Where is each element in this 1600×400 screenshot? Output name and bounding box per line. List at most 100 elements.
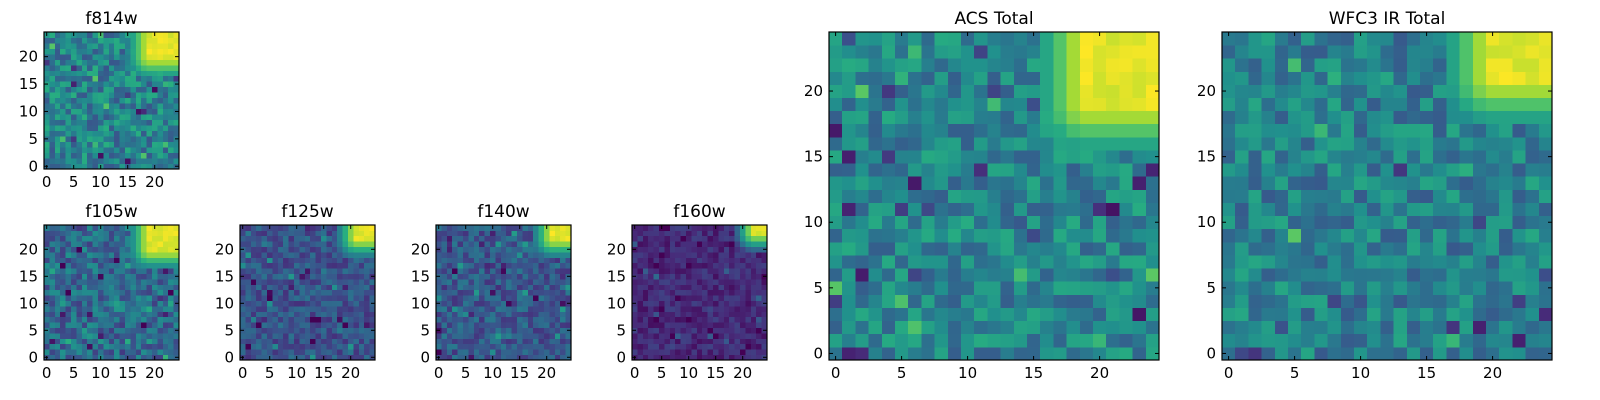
heatmap-cell — [500, 295, 507, 301]
heatmap-cell — [157, 75, 164, 82]
heatmap-cell — [750, 268, 757, 274]
heatmap-cell — [468, 225, 475, 231]
heatmap-cell — [1066, 110, 1081, 125]
heatmap-cell — [1000, 281, 1015, 295]
heatmap-cell — [473, 273, 480, 280]
heatmap-cell — [881, 32, 896, 46]
heatmap-cell — [81, 141, 88, 148]
heatmap-cell — [108, 333, 115, 339]
heatmap-cell — [1354, 215, 1368, 230]
heatmap-cell — [1248, 97, 1262, 112]
heatmap-cell — [92, 333, 99, 339]
heatmap-cell — [310, 322, 316, 328]
heatmap-cell — [130, 130, 137, 137]
heatmap-cell — [713, 333, 719, 339]
heatmap-cell — [326, 252, 333, 258]
heatmap-cell — [565, 284, 572, 291]
heatmap-cell — [326, 311, 333, 318]
heatmap-cell — [1538, 123, 1553, 138]
heatmap-cell — [60, 349, 66, 355]
heatmap-cell — [527, 333, 534, 339]
heatmap-cell — [1079, 123, 1094, 138]
heatmap-cell — [637, 225, 644, 231]
heatmap-cell — [463, 311, 469, 318]
heatmap-cell — [468, 343, 475, 350]
heatmap-cell — [326, 279, 333, 285]
heatmap-cell — [98, 48, 104, 55]
heatmap-cell — [114, 235, 120, 242]
heatmap-cell — [81, 53, 88, 60]
heatmap-cell — [331, 338, 338, 345]
heatmap-cell — [1145, 150, 1160, 164]
heatmap-cell — [750, 316, 757, 323]
heatmap-cell — [272, 279, 279, 285]
heatmap-cell — [60, 300, 66, 307]
heatmap-cell — [506, 354, 512, 361]
heatmap-cell — [1248, 346, 1262, 361]
heatmap-cell — [283, 306, 289, 312]
heatmap-cell — [168, 349, 174, 355]
heatmap-cell — [310, 300, 316, 307]
heatmap-cell — [680, 349, 687, 355]
heatmap-cell — [713, 300, 719, 307]
heatmap-cell — [337, 333, 343, 339]
heatmap-cell — [947, 320, 962, 335]
heatmap-cell — [54, 152, 61, 159]
heatmap-cell — [162, 75, 169, 82]
heatmap-cell — [103, 75, 110, 82]
heatmap-cell — [135, 279, 142, 285]
heatmap-cell — [680, 322, 687, 328]
heatmap-cell — [637, 284, 644, 291]
heatmap-cell — [168, 252, 174, 258]
heatmap-cell — [277, 349, 284, 355]
heatmap-cell — [1327, 84, 1342, 98]
heatmap-cell — [538, 311, 545, 318]
heatmap-cell — [1459, 163, 1474, 177]
heatmap-cell — [855, 45, 869, 59]
heatmap-cell — [76, 295, 83, 301]
heatmap-cell — [1145, 294, 1160, 308]
heatmap-cell — [696, 241, 703, 247]
heatmap-cell — [108, 81, 115, 88]
heatmap-cell — [484, 322, 491, 328]
heatmap-cell — [517, 241, 523, 247]
heatmap-cell — [1499, 45, 1513, 59]
heatmap-cell — [463, 279, 469, 285]
heatmap-cell — [173, 230, 180, 237]
heatmap-cell — [364, 246, 370, 253]
heatmap-cell — [686, 284, 692, 291]
heatmap-cell — [664, 246, 671, 253]
heatmap-cell — [1013, 150, 1028, 164]
x-tick-label: 0 — [42, 364, 52, 382]
heatmap-cell — [974, 84, 988, 98]
heatmap-cell — [560, 284, 566, 291]
heatmap-cell — [288, 343, 295, 350]
heatmap-cell — [146, 333, 153, 339]
heatmap-cell — [130, 59, 137, 66]
heatmap-cell — [369, 241, 376, 247]
heatmap-cell — [565, 252, 572, 258]
heatmap-cell — [974, 241, 988, 256]
heatmap-cell — [855, 123, 869, 138]
heatmap-cell — [707, 284, 714, 291]
heatmap-cell — [168, 279, 174, 285]
heatmap-cell — [130, 42, 137, 49]
heatmap-cell — [664, 327, 671, 334]
heatmap-cell — [1053, 346, 1067, 361]
heatmap-cell — [974, 346, 988, 361]
heatmap-cell — [103, 53, 110, 60]
heatmap-cell — [452, 241, 458, 247]
heatmap-cell — [130, 152, 137, 159]
heatmap-cell — [680, 252, 687, 258]
heatmap-cell — [162, 235, 169, 242]
heatmap-cell — [54, 230, 61, 237]
heatmap-cell — [173, 147, 180, 153]
heatmap-cell — [533, 338, 539, 345]
heatmap-cell — [364, 338, 370, 345]
heatmap-cell — [60, 252, 66, 258]
heatmap-cell — [310, 262, 316, 269]
heatmap-cell — [1525, 202, 1540, 217]
heatmap-cell — [103, 273, 110, 280]
heatmap-cell — [364, 300, 370, 307]
